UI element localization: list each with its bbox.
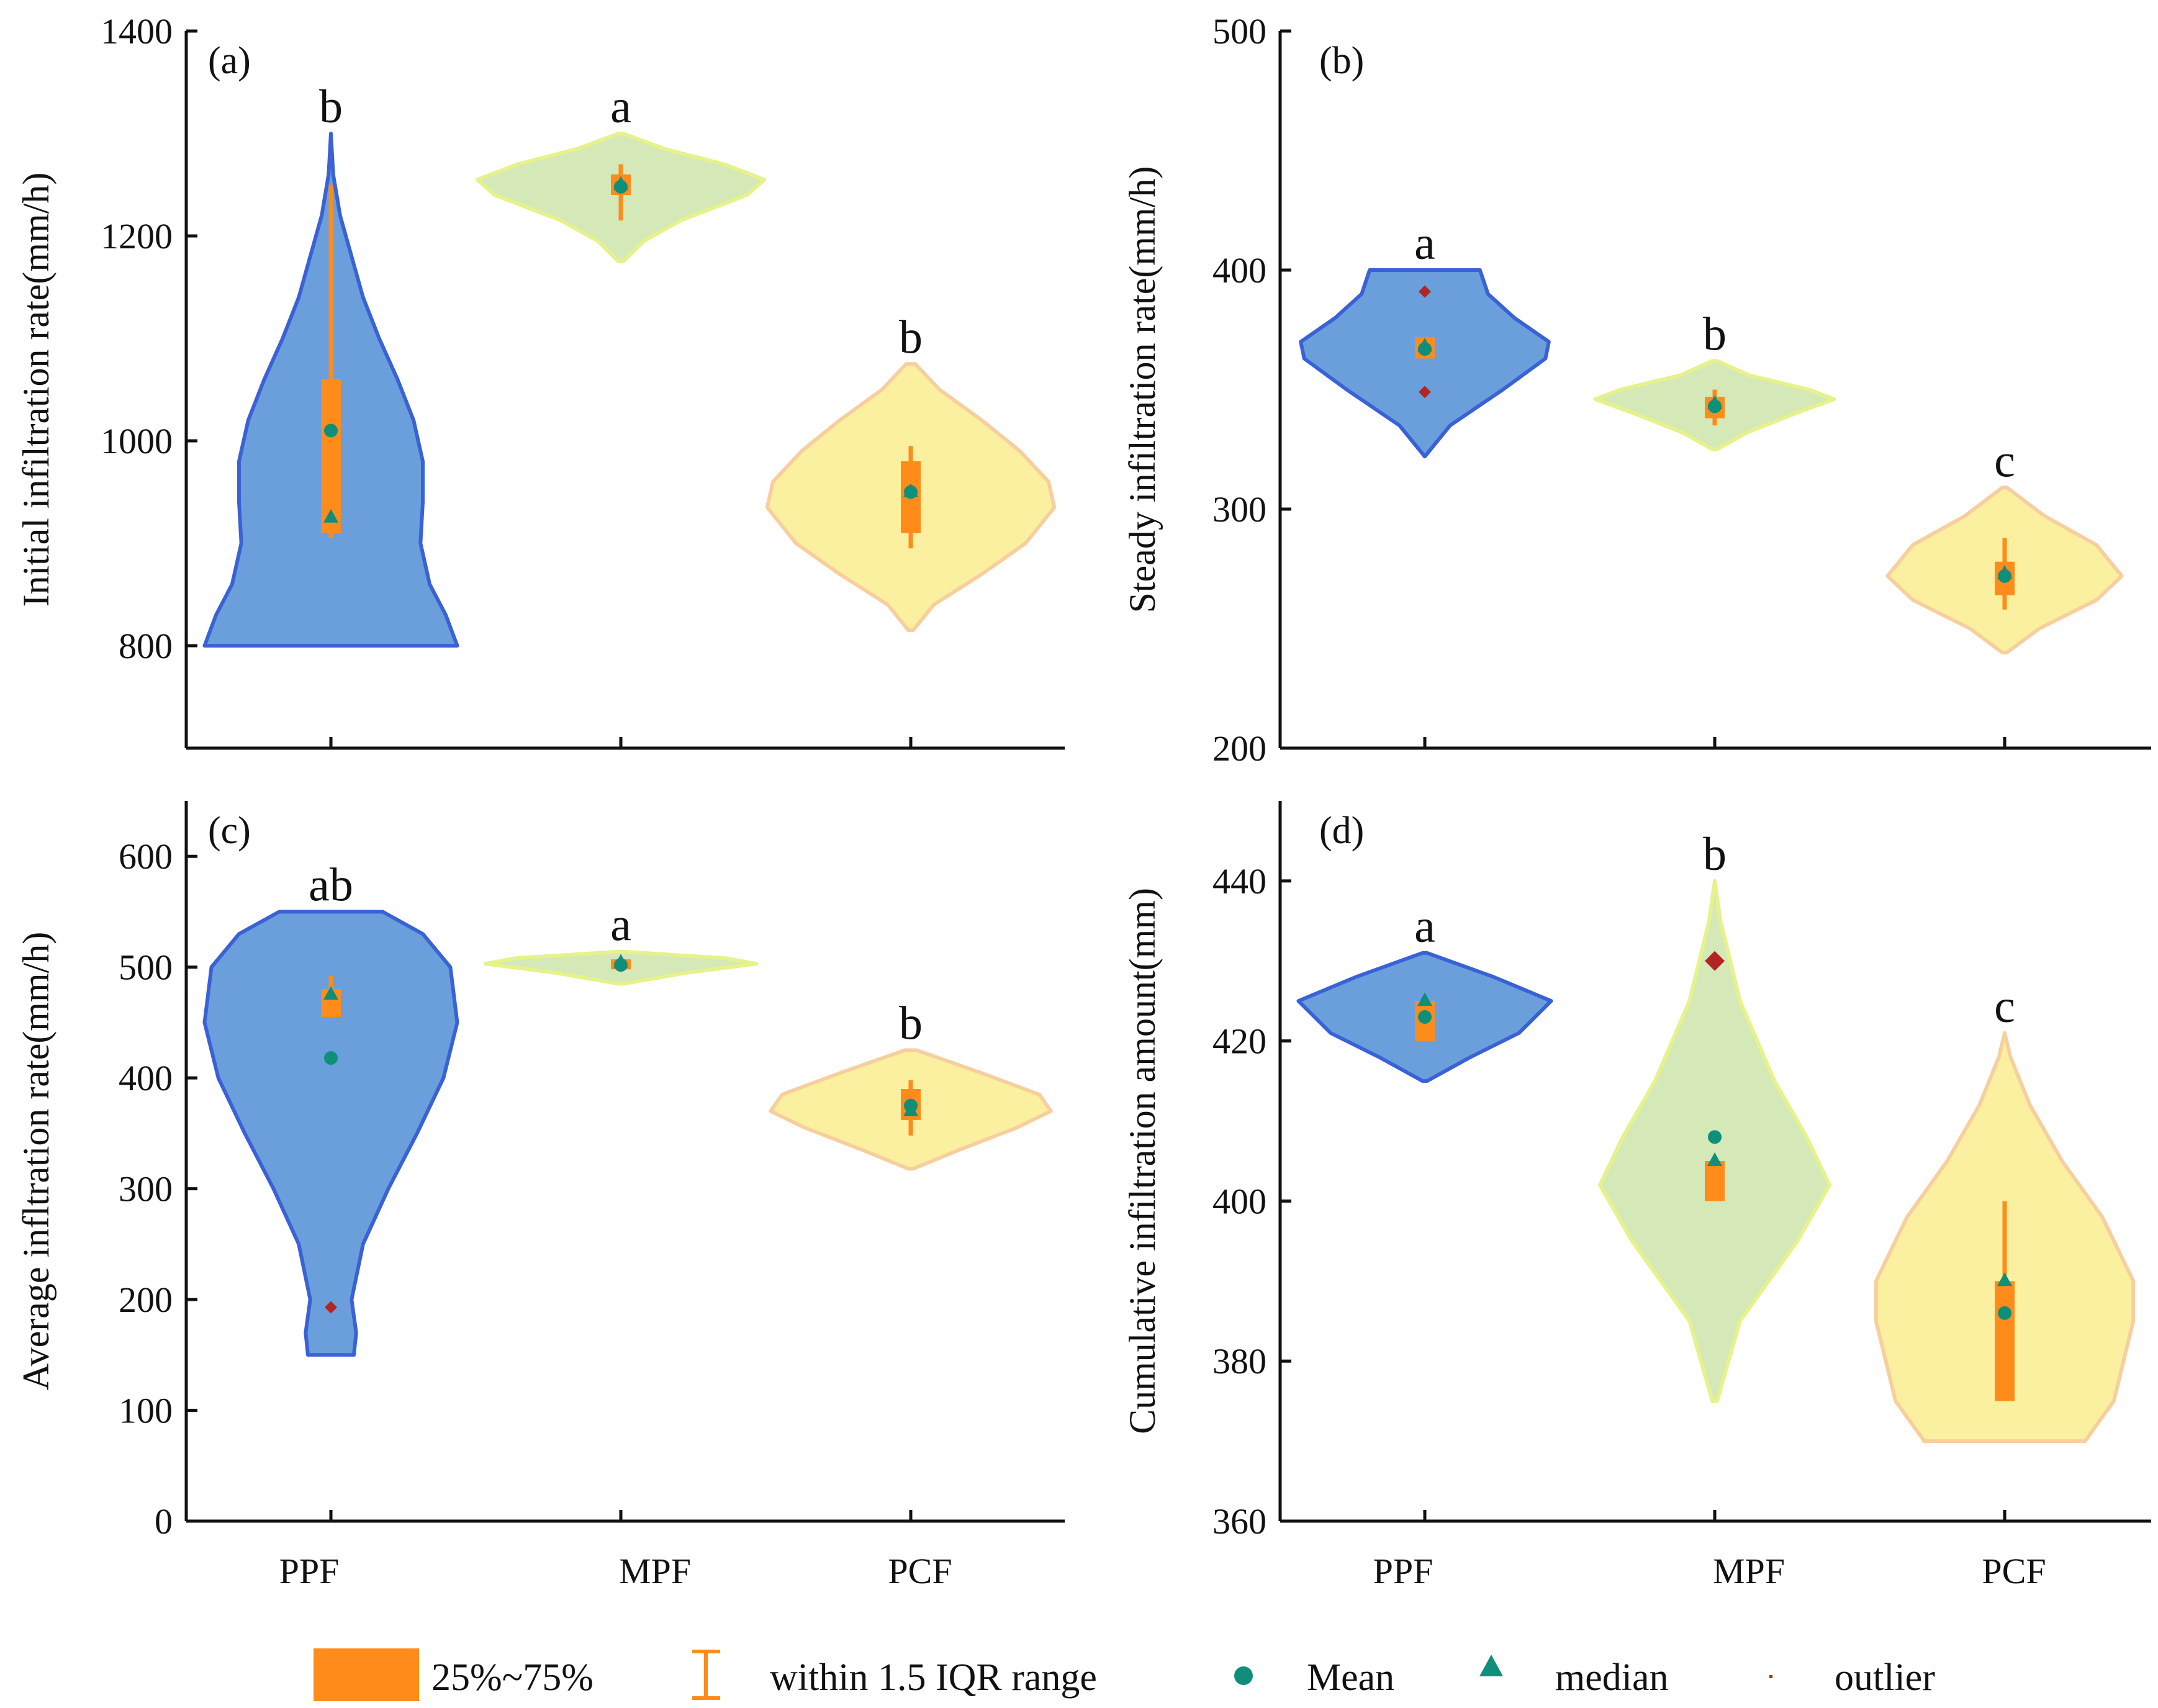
- outlier-marker-ppf-b-1: [1419, 386, 1431, 399]
- mean-marker-mpf-c: [614, 958, 628, 972]
- panel-a: b a b 800 1000 1200 1400 Initial infiltration r…: [16, 11, 1065, 750]
- panel-tag-b: (b): [1319, 40, 1364, 82]
- y-tick-label-c-0: 0: [155, 1501, 173, 1542]
- legend-outlier-swatch: [1769, 1675, 1772, 1678]
- significance-letter-mpf-c: a: [610, 899, 631, 951]
- mean-marker-ppf-a: [324, 423, 338, 438]
- mean-marker-pcf-b: [1998, 569, 2011, 583]
- panel-tag-d: (d): [1319, 810, 1364, 852]
- legend-box-swatch: [314, 1648, 419, 1701]
- x-tick-label-mpf-c: MPF: [619, 1551, 691, 1591]
- mean-marker-pcf-c: [904, 1098, 918, 1113]
- y-tick-label-c-100: 100: [119, 1391, 173, 1431]
- outlier-marker-ppf-b-0: [1419, 285, 1431, 298]
- legend-median-label: median: [1555, 1656, 1669, 1699]
- mean-marker-mpf-a: [614, 179, 628, 194]
- iqr-box-ppf-a: [321, 379, 341, 533]
- median-marker-ppf-c: [323, 986, 338, 1000]
- median-marker-ppf-a: [323, 508, 338, 523]
- x-tick-label-pcf-d: PCF: [1982, 1551, 2046, 1591]
- legend-whisker-swatch: [692, 1650, 720, 1700]
- y-tick-label-a-1000: 1000: [101, 421, 173, 461]
- x-tick-label-ppf-c: PPF: [279, 1551, 340, 1591]
- mean-marker-mpf-d: [1708, 1130, 1722, 1144]
- outlier-marker-ppf-c-0: [325, 1301, 337, 1314]
- legend-mean-swatch: [1234, 1666, 1253, 1685]
- panel-tag-c: (c): [208, 810, 251, 852]
- y-tick-label-c-500: 500: [119, 947, 173, 988]
- significance-letter-ppf-a: b: [319, 81, 343, 133]
- y-axis-title-a: Initial infiltration rate(mm/h): [16, 173, 56, 607]
- significance-letter-pcf-c: b: [899, 998, 923, 1050]
- mean-marker-ppf-b: [1418, 342, 1432, 356]
- violin-ppf-c: [202, 910, 459, 1357]
- y-tick-label-b-300: 300: [1212, 489, 1266, 530]
- y-axis-title-d: Cumulative infiltration amount(mm): [1122, 888, 1163, 1434]
- y-tick-label-a-1400: 1400: [101, 11, 173, 52]
- mean-marker-pcf-d: [1998, 1306, 2011, 1320]
- iqr-box-pcf-d: [1995, 1281, 2015, 1401]
- panel-d: a PPF b MPF c PCF 360 380 400 420 440 Cumulative in…: [1122, 801, 2151, 1591]
- mean-marker-ppf-c: [324, 1051, 338, 1065]
- legend-mean-label: Mean: [1307, 1656, 1394, 1699]
- legend-median-swatch: [1479, 1655, 1503, 1676]
- panel-c: ab PPF a MPF b PCF 0 100 200 300 400 500 600 Average …: [16, 801, 1065, 1591]
- significance-letter-mpf-a: a: [610, 81, 631, 133]
- significance-letter-pcf-a: b: [899, 311, 923, 363]
- y-tick-label-c-600: 600: [119, 836, 173, 877]
- y-tick-label-c-300: 300: [119, 1169, 173, 1209]
- y-tick-label-d-380: 380: [1212, 1341, 1266, 1381]
- iqr-box-mpf-d: [1705, 1161, 1725, 1201]
- mean-marker-ppf-d: [1418, 1010, 1432, 1024]
- y-tick-label-d-360: 360: [1212, 1501, 1266, 1542]
- y-tick-label-a-800: 800: [119, 626, 173, 666]
- x-tick-label-ppf-d: PPF: [1373, 1551, 1433, 1591]
- outlier-marker-mpf-d-0: [1705, 951, 1725, 971]
- median-marker-ppf-d: [1417, 992, 1432, 1006]
- legend-whisker-label: within 1.5 IQR range: [770, 1656, 1097, 1699]
- legend: 25%~75% within 1.5 IQR range Mean median…: [314, 1648, 1935, 1701]
- median-marker-pcf-d: [1997, 1272, 2012, 1286]
- y-tick-label-a-1200: 1200: [101, 216, 173, 256]
- panel-b: a b c 200 300 400 500 Steady infiltration rate(…: [1122, 11, 2151, 769]
- significance-letter-pcf-b: c: [1994, 435, 2015, 487]
- y-tick-label-c-400: 400: [119, 1058, 173, 1098]
- x-tick-label-mpf-d: MPF: [1713, 1551, 1785, 1591]
- y-tick-label-d-420: 420: [1212, 1021, 1266, 1062]
- legend-box-label: 25%~75%: [431, 1656, 594, 1699]
- y-tick-label-d-400: 400: [1212, 1181, 1266, 1221]
- median-marker-mpf-d: [1707, 1152, 1722, 1166]
- y-tick-label-b-400: 400: [1212, 250, 1266, 291]
- panel-tag-a: (a): [208, 40, 251, 82]
- significance-letter-ppf-d: a: [1414, 900, 1435, 952]
- mean-marker-mpf-b: [1708, 399, 1722, 413]
- y-tick-label-b-500: 500: [1212, 11, 1266, 52]
- violin-ppf-b: [1299, 268, 1551, 459]
- significance-letter-ppf-b: a: [1414, 217, 1435, 269]
- y-tick-label-d-440: 440: [1212, 861, 1266, 901]
- y-axis-title-b: Steady infiltration rate(mm/h): [1122, 166, 1163, 613]
- significance-letter-mpf-d: b: [1703, 828, 1727, 880]
- significance-letter-mpf-b: b: [1703, 308, 1727, 360]
- x-tick-label-pcf-c: PCF: [888, 1551, 952, 1591]
- y-tick-label-c-200: 200: [119, 1280, 173, 1320]
- significance-letter-pcf-d: c: [1994, 980, 2015, 1032]
- y-tick-label-b-200: 200: [1212, 728, 1266, 769]
- y-axis-title-c: Average infltration rate(mm/h): [16, 932, 56, 1391]
- mean-marker-pcf-a: [904, 485, 918, 499]
- significance-letter-ppf-c: ab: [309, 859, 353, 911]
- legend-outlier-label: outlier: [1835, 1656, 1935, 1699]
